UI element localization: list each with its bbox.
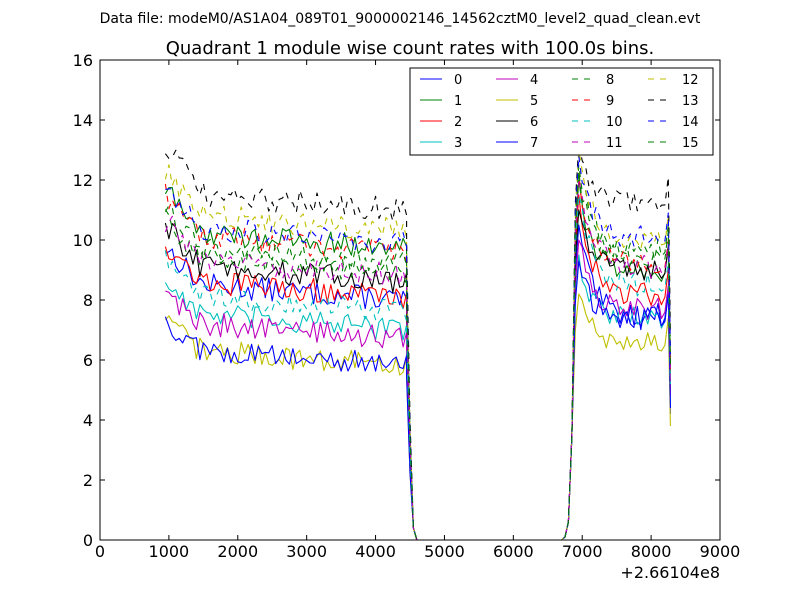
series-layer bbox=[164, 143, 671, 541]
x-offset-label: +2.66104e8 bbox=[620, 563, 720, 582]
legend-label-5: 5 bbox=[530, 94, 538, 109]
legend-label-9: 9 bbox=[606, 94, 614, 109]
series-line-10 bbox=[164, 194, 671, 541]
legend-label-4: 4 bbox=[530, 73, 538, 88]
series-line-6 bbox=[164, 209, 671, 541]
series-line-11 bbox=[164, 179, 671, 541]
legend-label-15: 15 bbox=[682, 136, 699, 151]
y-tick-label: 6 bbox=[83, 351, 93, 370]
series-line-7 bbox=[164, 260, 671, 541]
legend-label-7: 7 bbox=[530, 136, 538, 151]
legend-label-2: 2 bbox=[454, 115, 462, 130]
legend-label-10: 10 bbox=[606, 115, 623, 130]
legend-label-3: 3 bbox=[454, 136, 462, 151]
legend-label-1: 1 bbox=[454, 94, 462, 109]
series-line-2 bbox=[164, 194, 671, 541]
series-line-1 bbox=[164, 179, 671, 541]
x-tick-label: 9000 bbox=[700, 542, 741, 561]
series-line-4 bbox=[165, 239, 671, 541]
series-line-12 bbox=[164, 149, 671, 541]
series-line-9 bbox=[164, 173, 671, 541]
y-tick-label: 2 bbox=[83, 471, 93, 490]
legend-label-0: 0 bbox=[454, 73, 462, 88]
y-tick-label: 0 bbox=[83, 531, 93, 550]
series-line-0 bbox=[165, 224, 671, 541]
legend-label-6: 6 bbox=[530, 115, 538, 130]
legend-label-12: 12 bbox=[682, 73, 699, 88]
y-tick-label: 12 bbox=[73, 171, 93, 190]
legend-label-8: 8 bbox=[606, 73, 614, 88]
x-tick-label: 1000 bbox=[149, 542, 190, 561]
x-tick-label: 4000 bbox=[355, 542, 396, 561]
legend-frame bbox=[409, 67, 714, 156]
legend-label-11: 11 bbox=[606, 136, 623, 151]
series-line-8 bbox=[164, 164, 671, 541]
chart-suptitle: Data file: modeM0/AS1A04_089T01_90000021… bbox=[100, 11, 701, 27]
x-tick-label: 3000 bbox=[286, 542, 327, 561]
ticks-layer: 0 1000 2000 3000 4000 5000 6000 7000 8000 9000 0 2 4… bbox=[73, 51, 741, 561]
y-tick-label: 10 bbox=[73, 231, 93, 250]
y-tick-label: 8 bbox=[83, 291, 93, 310]
series-line-3 bbox=[164, 254, 671, 541]
chart-title: Quadrant 1 module wise count rates with … bbox=[166, 38, 655, 59]
legend-label-13: 13 bbox=[682, 94, 699, 109]
y-tick-label: 16 bbox=[73, 51, 93, 70]
x-tick-label: 0 bbox=[95, 542, 105, 561]
x-tick-label: 6000 bbox=[493, 542, 534, 561]
legend-label-14: 14 bbox=[682, 115, 699, 130]
series-line-14 bbox=[165, 155, 671, 541]
x-tick-label: 7000 bbox=[562, 542, 603, 561]
x-tick-label: 8000 bbox=[631, 542, 672, 561]
x-tick-label: 2000 bbox=[217, 542, 258, 561]
series-line-5 bbox=[164, 293, 671, 541]
y-tick-label: 4 bbox=[83, 411, 93, 430]
y-tick-label: 14 bbox=[73, 111, 93, 130]
x-tick-label: 5000 bbox=[424, 542, 465, 561]
series-line-15 bbox=[164, 170, 671, 541]
